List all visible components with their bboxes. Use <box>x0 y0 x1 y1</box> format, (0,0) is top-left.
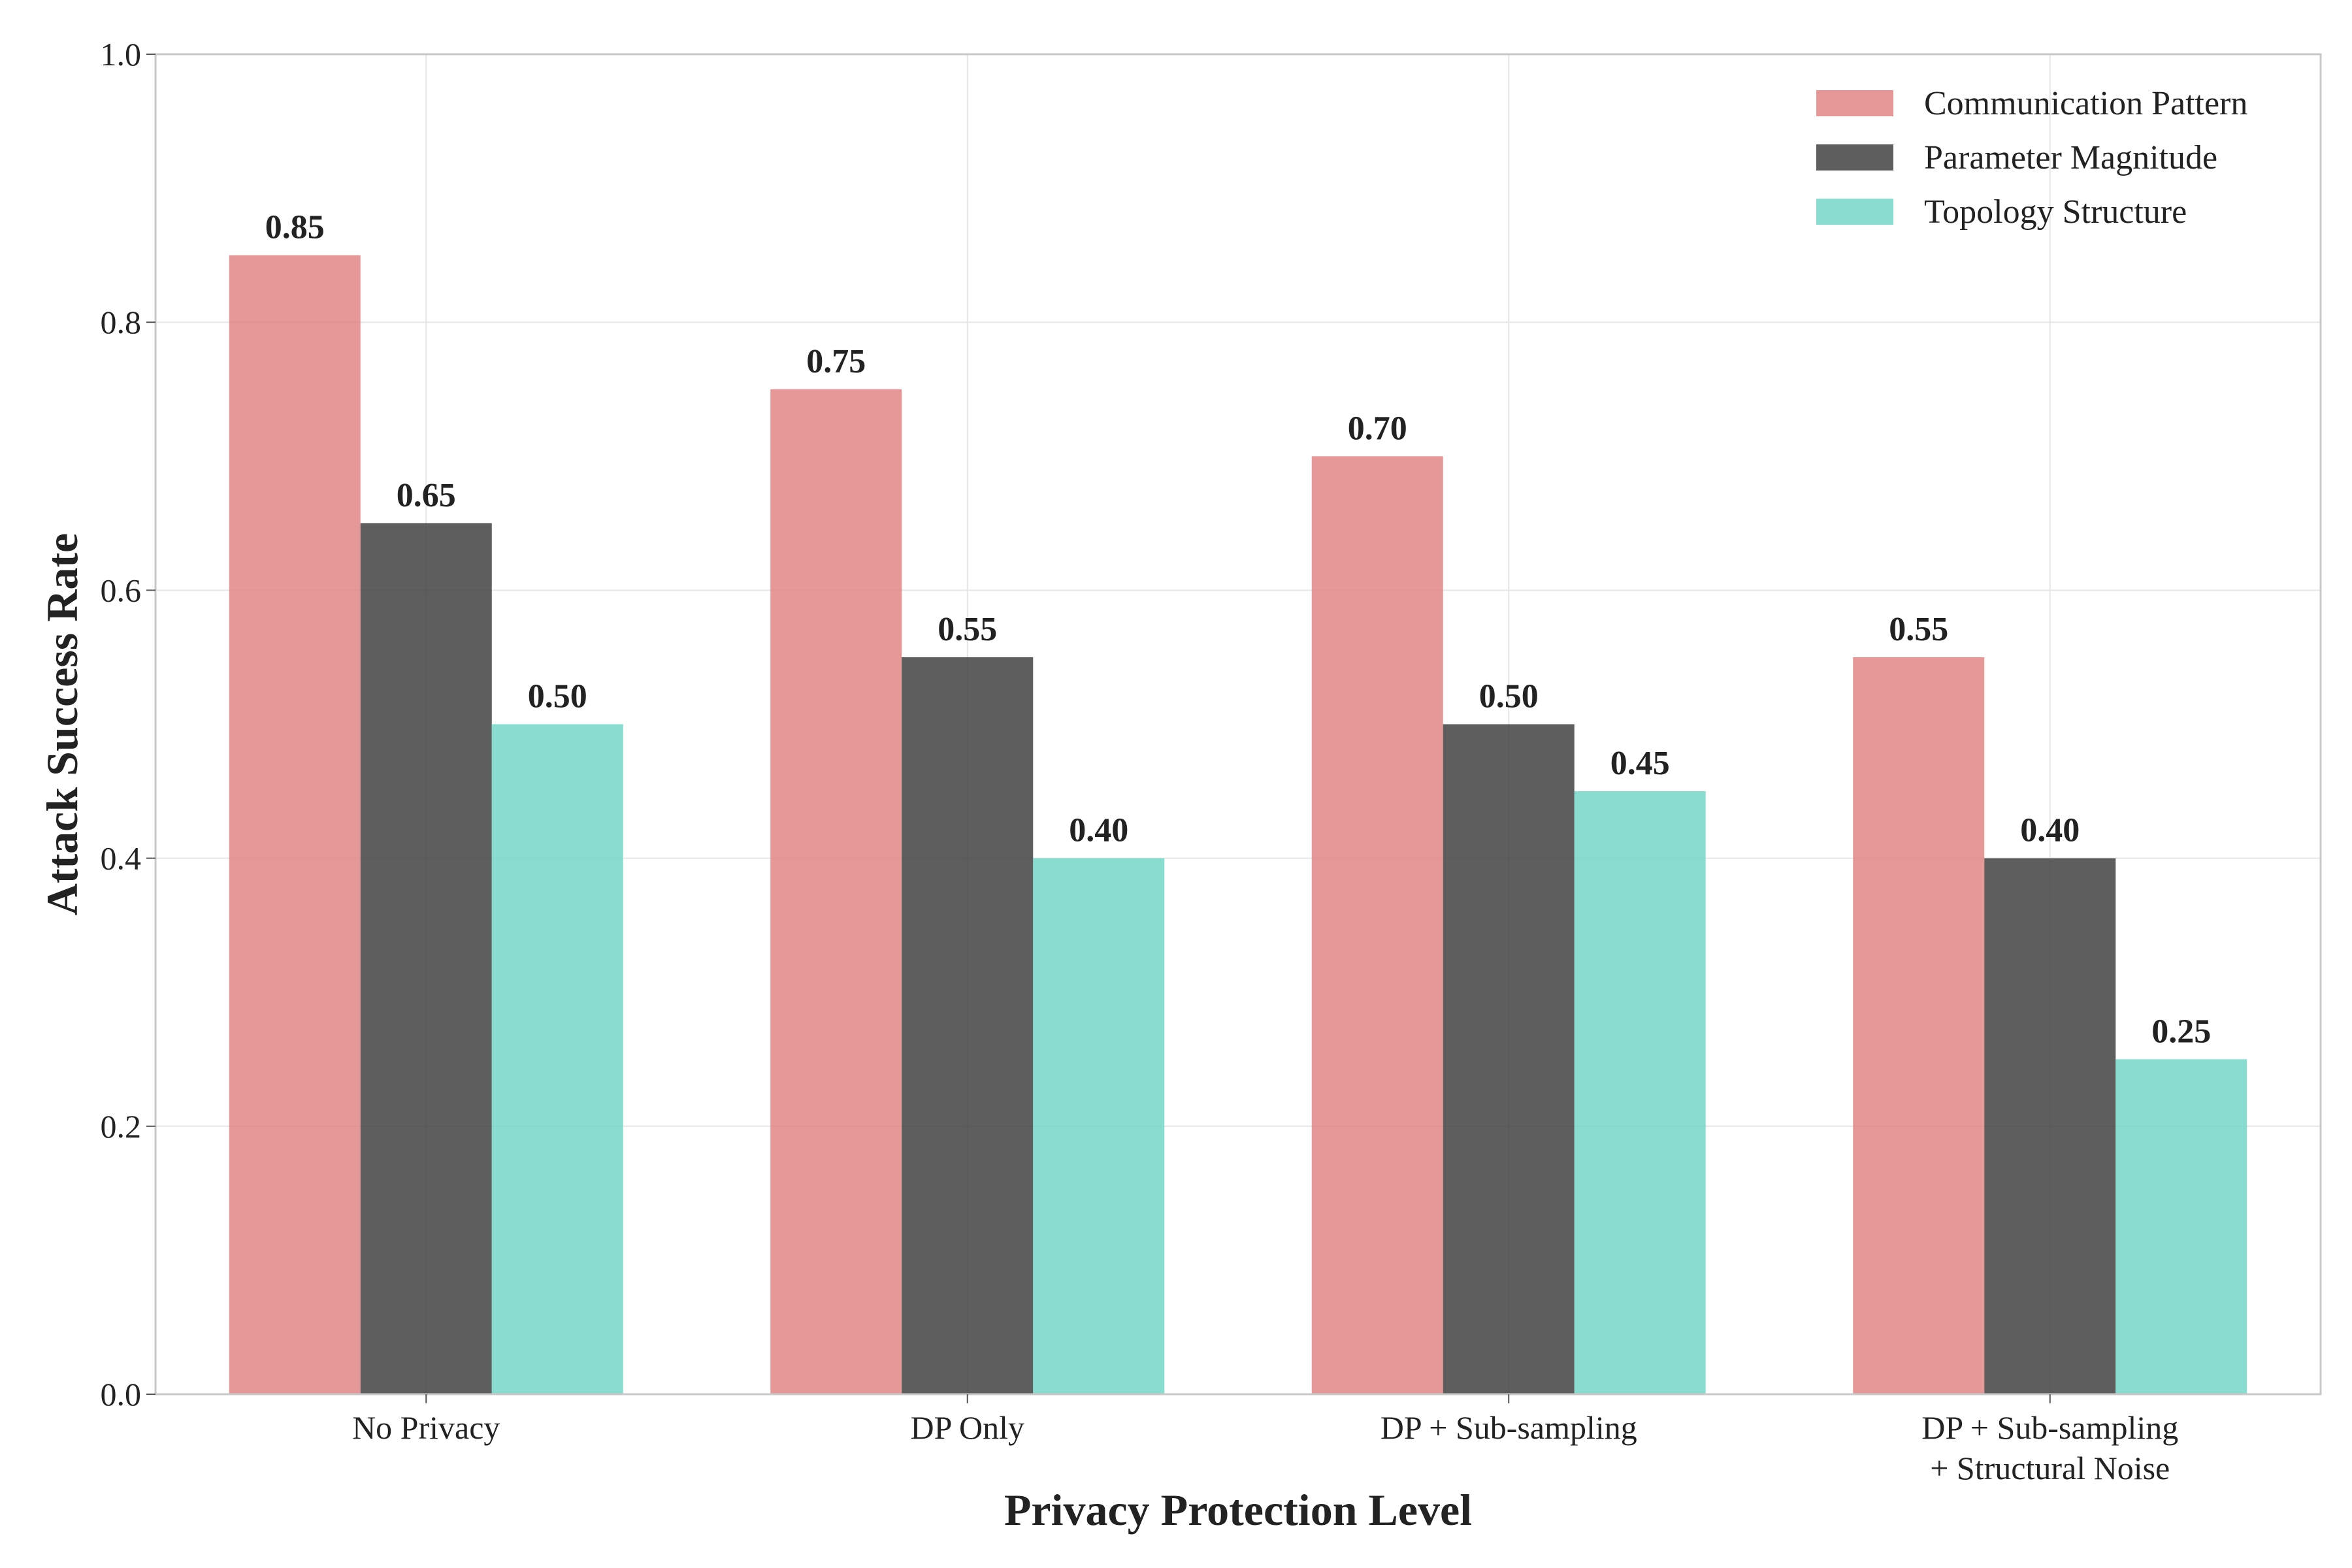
legend: Communication Pattern Parameter Magnitude… <box>1816 85 2247 231</box>
legend-label: Parameter Magnitude <box>1924 139 2217 176</box>
legend-swatch <box>1816 144 1893 171</box>
x-tick-label: DP + Sub-sampling + Structural Noise <box>1921 1409 2178 1486</box>
bar-topology-structure <box>1033 858 1165 1394</box>
x-tick-label: No Privacy <box>352 1409 500 1446</box>
bar-parameter-magnitude <box>1984 858 2116 1394</box>
bar-value-label: 0.55 <box>1889 611 1948 648</box>
bar-parameter-magnitude <box>1443 724 1575 1394</box>
legend-label: Communication Pattern <box>1924 85 2247 122</box>
bar-communication-pattern <box>1853 657 1985 1395</box>
plot-frame <box>154 53 2322 1396</box>
legend-swatch <box>1816 199 1893 225</box>
y-tick-label: 0.8 <box>101 304 142 340</box>
bar-communication-pattern <box>770 389 902 1394</box>
y-axis-ticks: 0.0 0.2 0.4 0.6 0.8 1.0 <box>101 36 155 1413</box>
bar-value-label: 0.85 <box>265 209 325 246</box>
x-axis-ticks: No Privacy DP Only DP + Sub-sampling DP + S… <box>352 1394 2178 1486</box>
bar-value-label: 0.40 <box>2020 812 2080 849</box>
bar-parameter-magnitude <box>360 523 492 1394</box>
x-axis-title: Privacy Protection Level <box>1004 1485 1472 1535</box>
bar-value-label: 0.50 <box>1479 678 1539 715</box>
bar-value-label: 0.75 <box>806 343 866 380</box>
x-tick-label: DP Only <box>910 1409 1024 1446</box>
y-tick-label: 0.4 <box>101 840 142 877</box>
y-tick-label: 0.6 <box>101 572 142 608</box>
bar-value-label: 0.65 <box>397 477 456 514</box>
bar-value-labels: 0.85 0.65 0.50 0.75 0.55 0.40 0.70 0.50 0.45 0.55… <box>265 209 2212 1051</box>
bar-communication-pattern <box>229 255 361 1394</box>
legend-label: Topology Structure <box>1924 193 2187 231</box>
y-tick-label: 0.2 <box>101 1108 142 1145</box>
y-tick-label: 0.0 <box>101 1376 142 1413</box>
bar-parameter-magnitude <box>902 657 1034 1395</box>
y-tick-label: 1.0 <box>101 36 142 73</box>
bar-value-label: 0.50 <box>528 678 587 715</box>
bar-value-label: 0.70 <box>1348 410 1407 447</box>
bar-topology-structure <box>1574 791 1706 1394</box>
x-tick-label: DP + Sub-sampling <box>1380 1409 1637 1446</box>
y-axis-title: Attack Success Rate <box>37 533 87 915</box>
bar-topology-structure <box>491 724 623 1394</box>
bar-topology-structure <box>2115 1059 2247 1394</box>
bar-value-label: 0.25 <box>2151 1013 2211 1050</box>
bar-communication-pattern <box>1311 456 1443 1394</box>
bar-value-label: 0.55 <box>938 611 997 648</box>
bar-value-label: 0.40 <box>1069 812 1128 849</box>
bar-value-label: 0.45 <box>1610 745 1670 782</box>
bars <box>229 255 2247 1395</box>
legend-swatch <box>1816 90 1893 116</box>
